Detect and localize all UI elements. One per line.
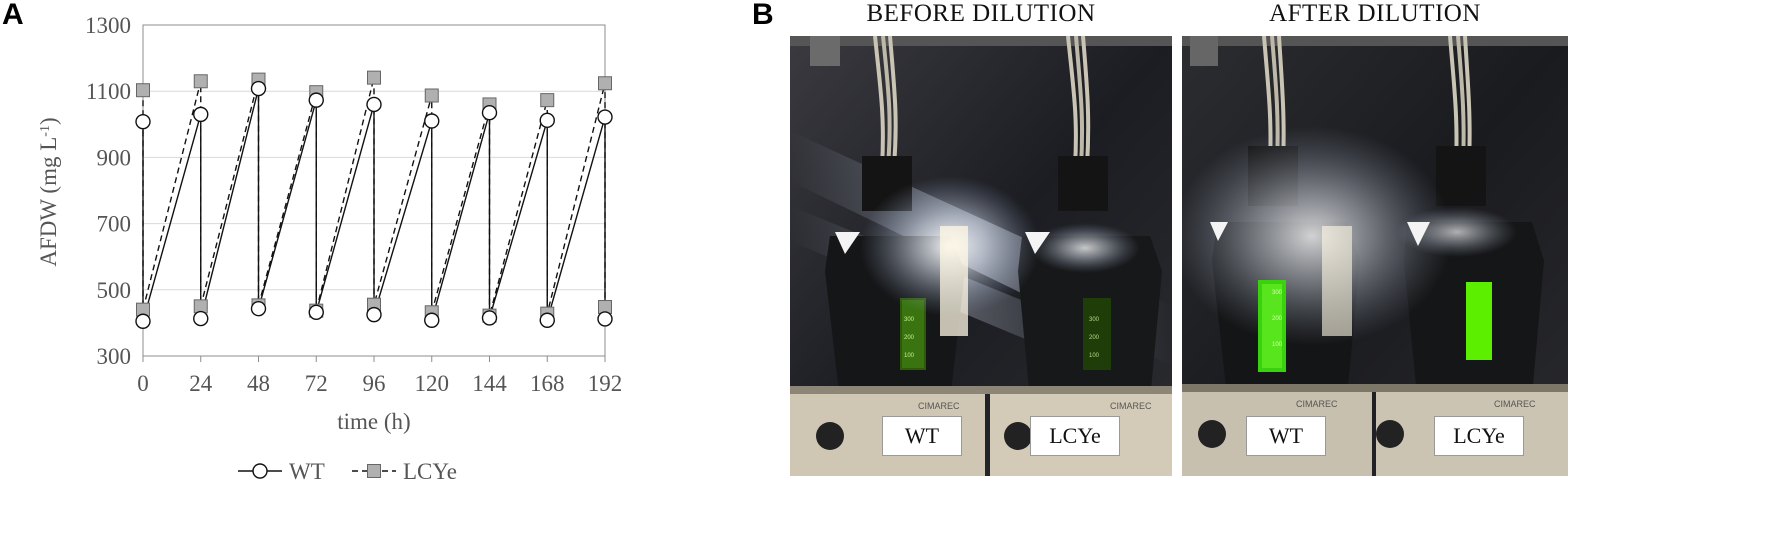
afdw-chart: 300 500 700 900 1100 1300 0 24 48 72 96 120 144 168 19… [36,13,622,484]
brand-text-left: CIMAREC [918,401,960,411]
photo-before-dilution: CIMAREC CIMAREC 300 200 100 300 200 100 … [790,36,1172,476]
point-wt [424,312,440,328]
before-dilution-title: BEFORE DILUTION [866,0,1096,27]
photo-after-dilution: CIMAREC CIMAREC 300 200 100 WT LCYe [1182,36,1568,476]
x-axis-label: time (h) [337,409,410,434]
point-wt [366,306,382,323]
point-lcye [540,93,555,108]
x-tick-label: 72 [305,371,328,396]
legend: WT LCYe [238,459,457,484]
y-tick-label: 1300 [85,13,131,38]
point-wt [308,92,324,108]
point-lcye [367,70,381,85]
x-tick-label: 192 [588,371,623,396]
point-wt [250,80,267,97]
point-wt [597,109,613,125]
point-wt [366,96,382,113]
y-axis-label: AFDW (mg L-1) [36,117,61,266]
y-tick-label: 1100 [86,79,131,104]
point-wt [135,113,151,130]
after-dilution-title: AFTER DILUTION [1269,0,1481,27]
after-scale-200: 200 [1272,316,1283,322]
point-wt [481,105,498,121]
y-tick-label: 900 [97,145,132,170]
point-wt [597,311,613,327]
series-markers [135,70,613,329]
after-brand-left: CIMAREC [1296,399,1338,409]
after-brand-right: CIMAREC [1494,399,1536,409]
legend-lcye-marker [367,464,381,478]
x-tick-label: 0 [137,371,149,396]
point-wt [250,300,267,317]
y-axis-label-main: AFDW (mg L [36,137,61,267]
tick-labels: 300 500 700 900 1100 1300 0 24 48 72 96 120 144 168 19… [85,13,622,396]
x-tick-label: 96 [363,371,386,396]
point-wt [135,313,151,329]
y-tick-label: 500 [97,278,132,303]
y-axis-label-close: ) [36,117,61,125]
panel-b-letter: B [752,0,774,31]
legend-wt-marker [252,463,268,479]
label-after-wt: WT [1246,416,1326,456]
point-lcye [598,76,612,91]
legend-lcye-label: LCYe [403,459,457,484]
brand-text-right: CIMAREC [1110,401,1152,411]
x-tick-label: 48 [247,371,270,396]
point-wt [481,310,498,326]
point-wt [539,112,555,129]
y-tick-label: 300 [97,344,132,369]
point-wt [193,310,209,327]
series-lines [142,77,606,322]
point-lcye [136,83,150,98]
point-wt [424,113,440,129]
x-tick-label: 168 [530,371,565,396]
label-after-lcye: LCYe [1434,416,1524,456]
scale-100-left: 100 [904,353,915,359]
x-tick-label: 144 [472,371,507,396]
after-scale-300: 300 [1272,290,1283,296]
scale-300-right: 300 [1089,317,1100,323]
legend-wt-label: WT [289,459,325,484]
point-wt [539,312,555,328]
after-scale-100: 100 [1272,342,1283,348]
y-tick-label: 700 [97,212,132,237]
label-before-lcye: LCYe [1030,416,1120,456]
point-wt [193,106,209,123]
x-tick-label: 120 [415,371,450,396]
series-line-wt [142,88,606,322]
y-axis-label-sup: -1 [38,125,53,137]
point-lcye [424,88,439,103]
scale-100-right: 100 [1089,353,1100,359]
panel-a-letter: A [2,0,24,31]
scale-200-right: 200 [1089,335,1100,341]
scale-300-left: 300 [904,317,915,323]
point-wt [308,304,324,321]
point-lcye [193,74,208,89]
scale-200-left: 200 [904,335,915,341]
x-tick-label: 24 [189,371,213,396]
label-before-wt: WT [882,416,962,456]
